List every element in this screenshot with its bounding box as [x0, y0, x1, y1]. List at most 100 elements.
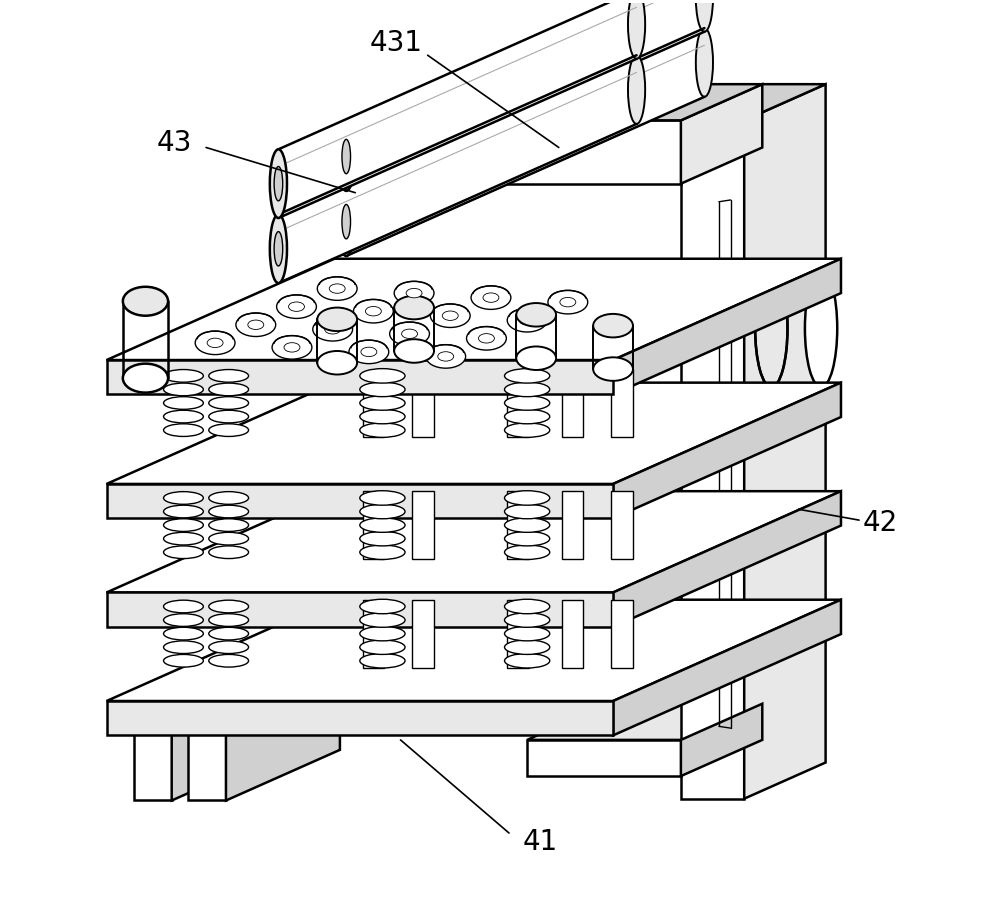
- Text: 43: 43: [157, 129, 192, 157]
- Ellipse shape: [442, 311, 458, 320]
- Polygon shape: [107, 360, 613, 394]
- Polygon shape: [507, 369, 529, 437]
- Ellipse shape: [123, 364, 168, 392]
- Polygon shape: [611, 491, 633, 559]
- Ellipse shape: [505, 653, 550, 668]
- Polygon shape: [107, 600, 841, 701]
- Ellipse shape: [805, 269, 837, 387]
- Polygon shape: [613, 258, 841, 394]
- Ellipse shape: [164, 654, 203, 667]
- Polygon shape: [107, 701, 613, 735]
- Ellipse shape: [209, 546, 249, 559]
- Ellipse shape: [209, 383, 249, 396]
- Ellipse shape: [360, 382, 405, 397]
- Polygon shape: [562, 600, 583, 668]
- Polygon shape: [613, 600, 841, 735]
- Polygon shape: [482, 120, 681, 184]
- Ellipse shape: [270, 215, 287, 283]
- Ellipse shape: [505, 612, 550, 627]
- Polygon shape: [107, 484, 613, 519]
- Ellipse shape: [164, 613, 203, 626]
- Ellipse shape: [209, 641, 249, 653]
- Ellipse shape: [406, 288, 422, 298]
- Ellipse shape: [360, 504, 405, 519]
- Ellipse shape: [360, 653, 405, 668]
- Ellipse shape: [277, 295, 316, 318]
- Ellipse shape: [426, 345, 466, 369]
- Ellipse shape: [164, 601, 203, 612]
- Polygon shape: [107, 592, 613, 627]
- Polygon shape: [278, 0, 637, 218]
- Ellipse shape: [360, 369, 405, 383]
- Ellipse shape: [164, 410, 203, 423]
- Polygon shape: [562, 491, 583, 559]
- Ellipse shape: [195, 331, 235, 355]
- Polygon shape: [363, 369, 384, 437]
- Ellipse shape: [164, 519, 203, 531]
- Ellipse shape: [360, 612, 405, 627]
- Polygon shape: [226, 660, 340, 801]
- Polygon shape: [507, 491, 529, 559]
- Ellipse shape: [505, 504, 550, 519]
- Ellipse shape: [236, 313, 276, 337]
- Ellipse shape: [628, 0, 645, 59]
- Polygon shape: [744, 85, 826, 799]
- Ellipse shape: [270, 149, 287, 218]
- Ellipse shape: [394, 296, 434, 319]
- Ellipse shape: [209, 369, 249, 382]
- Ellipse shape: [360, 396, 405, 410]
- Ellipse shape: [313, 318, 353, 341]
- Polygon shape: [613, 382, 841, 519]
- Polygon shape: [107, 491, 841, 592]
- Ellipse shape: [360, 545, 405, 560]
- Ellipse shape: [360, 531, 405, 546]
- Ellipse shape: [164, 397, 203, 410]
- Ellipse shape: [329, 284, 345, 293]
- Ellipse shape: [360, 410, 405, 424]
- Polygon shape: [681, 85, 762, 184]
- Polygon shape: [107, 382, 841, 484]
- Ellipse shape: [548, 290, 588, 314]
- Ellipse shape: [164, 546, 203, 559]
- Ellipse shape: [593, 314, 633, 338]
- Polygon shape: [527, 740, 681, 776]
- Ellipse shape: [360, 626, 405, 641]
- Ellipse shape: [365, 307, 381, 316]
- Ellipse shape: [164, 641, 203, 653]
- Polygon shape: [412, 491, 434, 559]
- Ellipse shape: [209, 613, 249, 626]
- Ellipse shape: [593, 358, 633, 381]
- Ellipse shape: [516, 303, 556, 327]
- Ellipse shape: [274, 232, 283, 266]
- Ellipse shape: [505, 396, 550, 410]
- Ellipse shape: [164, 505, 203, 518]
- Ellipse shape: [338, 122, 355, 191]
- Ellipse shape: [209, 397, 249, 410]
- Ellipse shape: [248, 320, 264, 329]
- Ellipse shape: [164, 491, 203, 504]
- Polygon shape: [412, 369, 434, 437]
- Ellipse shape: [360, 423, 405, 438]
- Ellipse shape: [471, 286, 511, 309]
- Ellipse shape: [390, 322, 429, 346]
- Ellipse shape: [505, 423, 550, 438]
- Ellipse shape: [438, 351, 454, 361]
- Ellipse shape: [209, 505, 249, 518]
- Ellipse shape: [164, 627, 203, 640]
- Polygon shape: [363, 600, 384, 668]
- Ellipse shape: [628, 56, 645, 124]
- Ellipse shape: [209, 424, 249, 437]
- Ellipse shape: [342, 139, 351, 174]
- Ellipse shape: [360, 490, 405, 505]
- Ellipse shape: [394, 339, 434, 363]
- Text: 42: 42: [862, 509, 897, 537]
- Polygon shape: [681, 703, 762, 776]
- Ellipse shape: [209, 532, 249, 545]
- Ellipse shape: [209, 627, 249, 640]
- Ellipse shape: [164, 424, 203, 437]
- Ellipse shape: [360, 518, 405, 532]
- Ellipse shape: [349, 340, 389, 364]
- Ellipse shape: [317, 351, 357, 375]
- Ellipse shape: [209, 491, 249, 504]
- Ellipse shape: [505, 531, 550, 546]
